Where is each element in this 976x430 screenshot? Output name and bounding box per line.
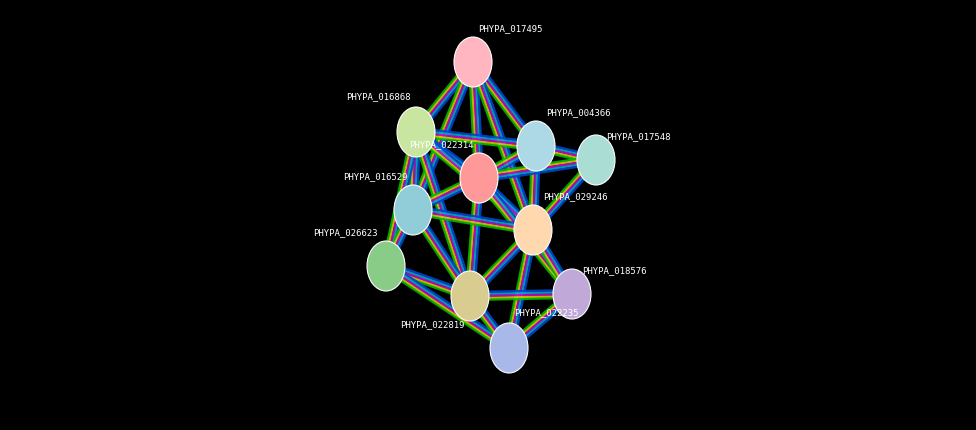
Ellipse shape <box>454 38 492 88</box>
Text: PHYPA_022819: PHYPA_022819 <box>400 319 465 328</box>
Text: PHYPA_016529: PHYPA_016529 <box>344 172 408 181</box>
Text: PHYPA_018576: PHYPA_018576 <box>582 265 646 274</box>
Ellipse shape <box>394 186 432 236</box>
Ellipse shape <box>460 154 498 203</box>
Text: PHYPA_017495: PHYPA_017495 <box>478 24 543 33</box>
Ellipse shape <box>490 323 528 373</box>
Text: PHYPA_017548: PHYPA_017548 <box>606 132 671 141</box>
Ellipse shape <box>451 271 489 321</box>
Text: PHYPA_022314: PHYPA_022314 <box>410 140 474 149</box>
Text: PHYPA_004366: PHYPA_004366 <box>546 108 611 117</box>
Text: PHYPA_029246: PHYPA_029246 <box>543 191 607 200</box>
Ellipse shape <box>517 122 555 172</box>
Text: PHYPA_022235: PHYPA_022235 <box>514 307 579 316</box>
Ellipse shape <box>553 269 591 319</box>
Ellipse shape <box>397 108 435 158</box>
Ellipse shape <box>577 136 615 186</box>
Ellipse shape <box>514 206 552 255</box>
Text: PHYPA_026623: PHYPA_026623 <box>313 227 378 236</box>
Text: PHYPA_016868: PHYPA_016868 <box>346 92 411 101</box>
Ellipse shape <box>367 241 405 291</box>
